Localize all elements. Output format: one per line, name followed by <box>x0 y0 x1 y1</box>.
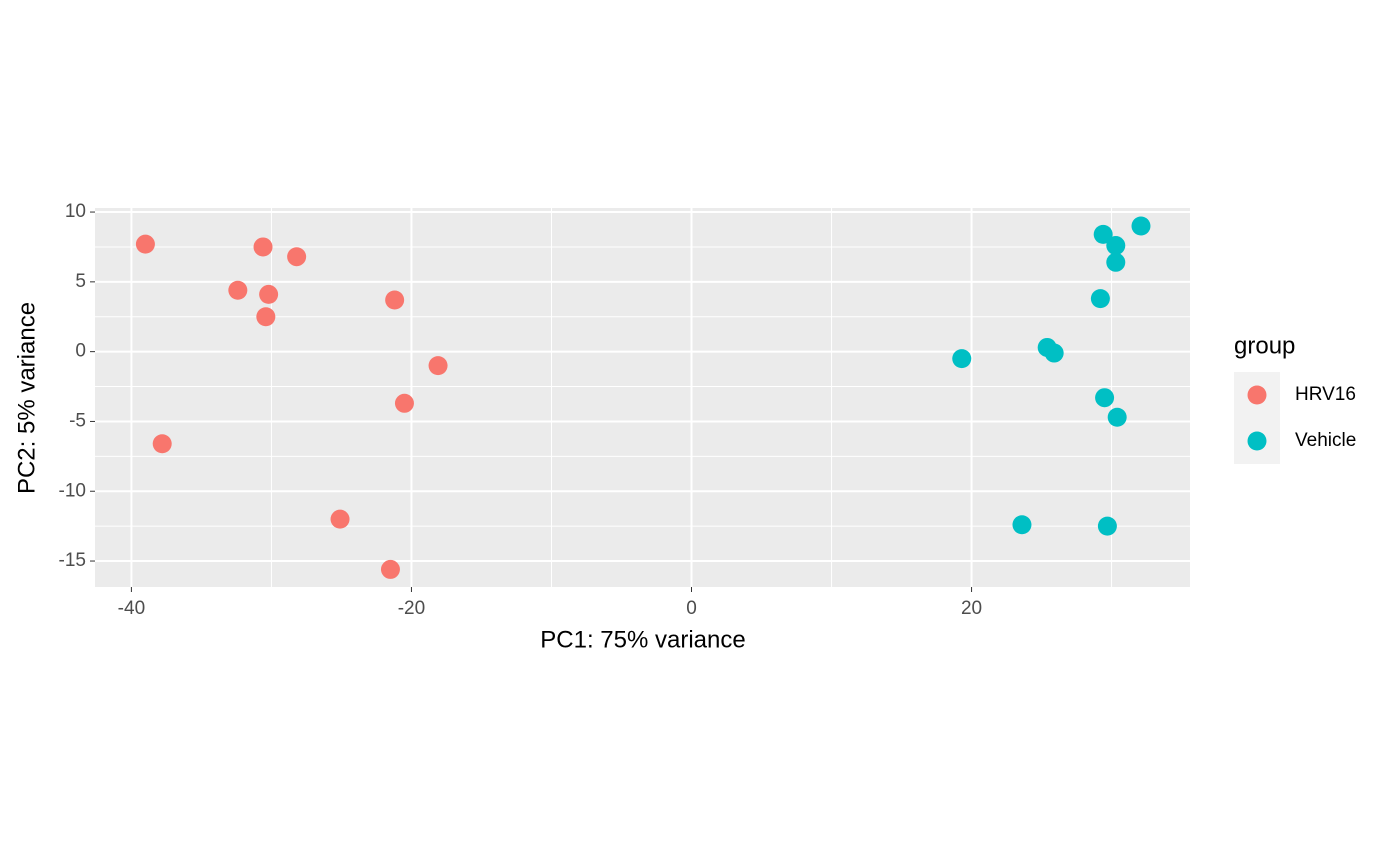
point <box>380 559 400 579</box>
x-tick-label: 0 <box>686 598 697 619</box>
point <box>287 247 307 267</box>
y-tick-label: 0 <box>75 341 86 362</box>
legend-key <box>1247 431 1267 451</box>
y-tick-label: 10 <box>65 201 86 222</box>
y-tick-label: 5 <box>75 271 86 292</box>
legend-title: group <box>1234 332 1295 359</box>
point <box>228 280 248 300</box>
point <box>1107 407 1127 427</box>
y-tick-label: -10 <box>59 480 86 501</box>
point <box>1106 236 1126 256</box>
x-axis-label: PC1: 75% variance <box>540 626 745 653</box>
point <box>385 290 405 310</box>
point <box>1093 224 1113 244</box>
point <box>1012 515 1032 535</box>
point <box>330 509 350 529</box>
panel <box>95 208 1190 587</box>
point <box>259 284 279 304</box>
point <box>428 356 448 376</box>
point <box>1090 289 1110 309</box>
x-tick-label: -40 <box>118 598 145 619</box>
legend-label: Vehicle <box>1295 430 1356 451</box>
y-tick-label: -5 <box>69 410 86 431</box>
point <box>1131 216 1151 236</box>
x-tick-label: -20 <box>398 598 425 619</box>
legend-key <box>1247 385 1267 405</box>
point <box>253 237 273 257</box>
x-tick-label: 20 <box>961 598 982 619</box>
point <box>152 434 172 454</box>
legend-label: HRV16 <box>1295 384 1356 405</box>
point <box>1106 252 1126 272</box>
point <box>394 393 414 413</box>
point <box>135 234 155 254</box>
y-tick-label: -15 <box>59 550 86 571</box>
point <box>256 307 276 327</box>
point <box>1095 388 1115 408</box>
y-axis-label: PC2: 5% variance <box>13 302 40 494</box>
point <box>1097 516 1117 536</box>
point <box>1044 343 1064 363</box>
point <box>952 349 972 369</box>
